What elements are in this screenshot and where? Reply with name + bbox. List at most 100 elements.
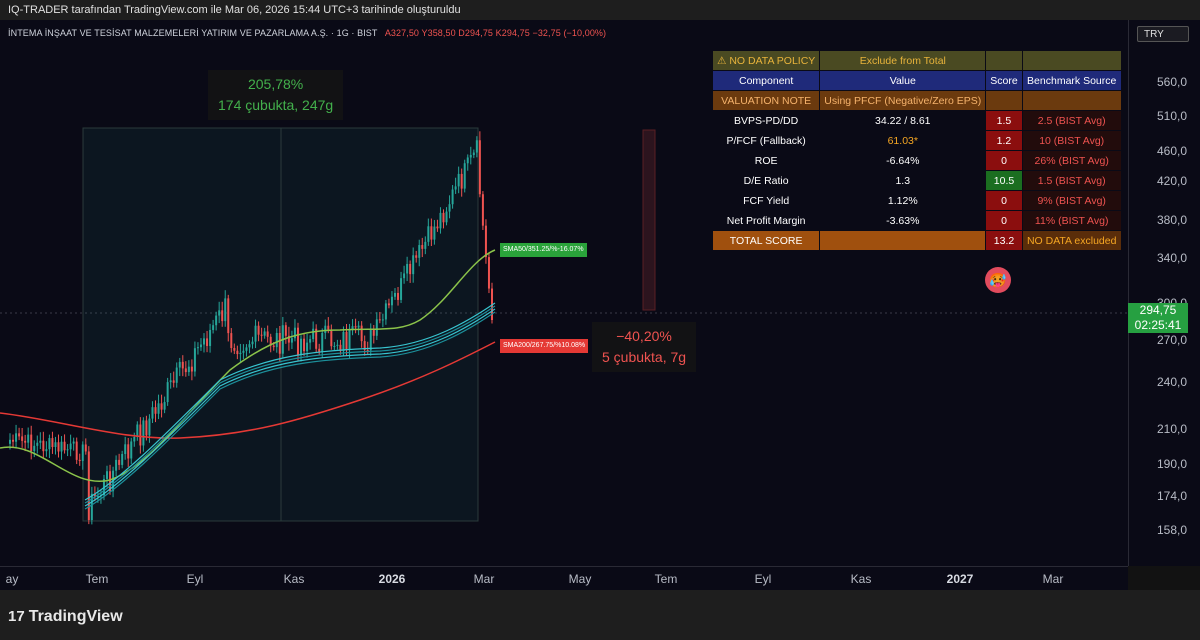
score-row-component: P/FCF (Fallback): [711, 130, 821, 151]
candle-body: [306, 342, 309, 352]
score-row-value: 1.12%: [819, 190, 987, 211]
tradingview-brand[interactable]: 17 TradingView: [8, 608, 123, 626]
price-chart[interactable]: [0, 20, 1128, 566]
candle-body: [478, 140, 481, 195]
chart-area[interactable]: İNTEMA İNŞAAT VE TESİSAT MALZEMELERİ YAT…: [0, 20, 1128, 566]
candle-body: [33, 445, 36, 452]
candle-body: [454, 186, 457, 190]
note-empty-2: [1021, 90, 1122, 111]
sma200-tag: SMA200/267.75/%10.08%: [500, 339, 589, 353]
score-row-component: FCF Yield: [711, 190, 821, 211]
header-score: Score: [985, 70, 1023, 91]
candle-body: [221, 310, 224, 322]
score-row-component: D/E Ratio: [711, 170, 821, 191]
candle-body: [124, 444, 127, 455]
time-axis-label: May: [568, 572, 592, 586]
time-axis-label: Eyl: [186, 572, 204, 586]
tradingview-logo-icon: 17: [8, 608, 25, 625]
currency-selector[interactable]: TRY: [1137, 26, 1189, 42]
time-axis-label: Tem: [85, 572, 109, 586]
score-row-score: 0: [985, 210, 1023, 231]
candle-body: [312, 328, 315, 340]
candle-body: [339, 344, 342, 352]
candle-body: [287, 335, 290, 343]
candle-body: [75, 441, 78, 460]
candle-body: [51, 438, 54, 448]
fundamental-score-table: ⚠ NO DATA POLICY Exclude from Total Comp…: [711, 50, 1122, 251]
candle-body: [163, 402, 166, 410]
current-price-badge: 294,75 02:25:41: [1128, 303, 1188, 333]
candle-body: [381, 319, 384, 321]
candle-body: [154, 407, 157, 414]
candle-body: [439, 212, 442, 229]
ribbon-band: [84, 302, 496, 501]
price-axis[interactable]: TRY 560,0510,0460,0420,0380,0340,0300,02…: [1128, 20, 1200, 566]
range-up-percent: 205,78%: [247, 76, 304, 92]
candle-body: [109, 471, 112, 492]
time-axis-label: Mar: [473, 572, 495, 586]
score-row-score: 0: [985, 150, 1023, 171]
candle-body: [466, 157, 469, 164]
candle-body: [236, 350, 239, 355]
candle-body: [151, 407, 154, 419]
candle-body: [427, 226, 430, 242]
candle-body: [357, 325, 360, 328]
total-score: 13.2: [985, 230, 1023, 251]
candle-body: [90, 493, 93, 520]
candle-body: [63, 441, 66, 451]
candle-body: [260, 334, 263, 336]
candle-body: [387, 303, 390, 306]
hot-face-emoji-icon: 🥵: [985, 267, 1011, 293]
candle-body: [442, 212, 445, 223]
score-row-value: 1.3: [819, 170, 987, 191]
candle-body: [369, 329, 372, 351]
valuation-note-label: VALUATION NOTE: [711, 90, 821, 111]
score-row-component: ROE: [711, 150, 821, 171]
candle-body: [354, 326, 357, 328]
candle-body: [445, 211, 448, 223]
ribbon-band: [84, 308, 496, 507]
candle-body: [303, 338, 306, 352]
candle-body: [272, 345, 275, 348]
brand-name: TradingView: [28, 608, 123, 625]
candle-body: [403, 273, 406, 279]
candle-body: [193, 348, 196, 372]
range-up-label: 205,78% 174 çubukta, 247g: [208, 70, 344, 120]
score-row: P/FCF (Fallback) 61.03* 1.2 10 (BIST Avg): [711, 130, 1122, 151]
range-up-bars: 174 çubukta, 247g: [218, 97, 334, 113]
score-row-score: 10.5: [985, 170, 1023, 191]
sma200-line: [0, 341, 496, 439]
valuation-note-row: VALUATION NOTE Using PFCF (Negative/Zero…: [711, 90, 1122, 111]
candle-body: [472, 152, 475, 156]
candle-body: [342, 331, 345, 352]
candle-body: [48, 438, 51, 450]
score-row-benchmark: 2.5 (BIST Avg): [1021, 110, 1122, 131]
candle-body: [157, 403, 160, 414]
ribbon-band: [84, 311, 496, 510]
candle-body: [242, 350, 245, 353]
candle-body: [139, 424, 142, 446]
price-axis-label: 560,0: [1156, 75, 1187, 89]
candle-body: [484, 225, 487, 258]
candle-body: [81, 444, 84, 461]
policy-label: ⚠ NO DATA POLICY: [711, 50, 821, 71]
price-axis-label: 420,0: [1156, 174, 1187, 188]
total-label: TOTAL SCORE: [711, 230, 821, 251]
candle-body: [390, 296, 393, 306]
policy-empty-1: [985, 50, 1023, 71]
candle-body: [187, 366, 190, 373]
candle-body: [266, 331, 269, 337]
note-empty-1: [985, 90, 1023, 111]
candle-body: [363, 341, 366, 350]
time-axis[interactable]: ay Tem Eyl Kas 2026 Mar May Tem Eyl Kas 2027 Mar: [0, 566, 1128, 591]
candle-body: [345, 331, 348, 350]
price-axis-label: 158,0: [1156, 523, 1187, 537]
policy-empty-2: [1021, 50, 1122, 71]
candle-body: [36, 442, 39, 446]
valuation-note-value: Using PFCF (Negative/Zero EPS): [819, 90, 987, 111]
candle-body: [448, 204, 451, 212]
policy-row: ⚠ NO DATA POLICY Exclude from Total: [711, 50, 1122, 71]
candle-body: [160, 403, 163, 410]
score-row: ROE -6.64% 0 26% (BIST Avg): [711, 150, 1122, 171]
header-row: Component Value Score Benchmark Source: [711, 70, 1122, 91]
